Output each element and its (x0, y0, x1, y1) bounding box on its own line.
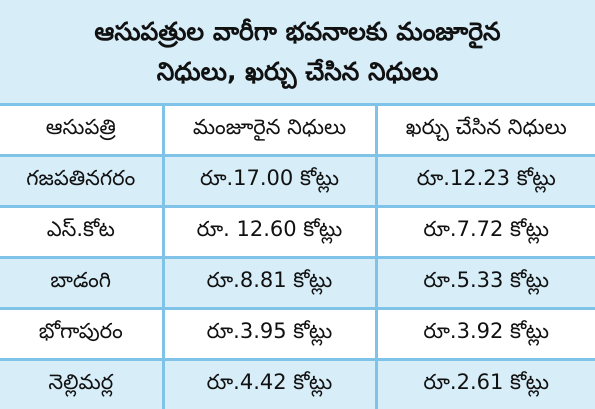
funds-table: ఆసుపత్రి మంజూరైన నిధులు ఖర్చు చేసిన నిధు… (0, 106, 595, 409)
sanctioned-amount: రూ. 12.60 కోట్లు (163, 207, 376, 258)
hospital-name: ఎస్.కోట (0, 207, 163, 258)
table-row: ఎస్.కోట రూ. 12.60 కోట్లు రూ.7.72 కోట్లు (0, 207, 595, 258)
header-sanctioned-funds: మంజూరైన నిధులు (163, 106, 376, 156)
hospital-name: భోగాపురం (0, 309, 163, 360)
table-row: బాడంగి రూ.8.81 కోట్లు రూ.5.33 కోట్లు (0, 258, 595, 309)
title-line-1: ఆసుపత్రుల వారీగా భవనాలకు మంజూరైన (94, 12, 500, 52)
spent-amount: రూ.3.92 కోట్లు (376, 309, 595, 360)
sanctioned-amount: రూ.4.42 కోట్లు (163, 360, 376, 409)
spent-amount: రూ.12.23 కోట్లు (376, 156, 595, 207)
spent-amount: రూ.2.61 కోట్లు (376, 360, 595, 409)
table-row: గజపతినగరం రూ.17.00 కోట్లు రూ.12.23 కోట్ల… (0, 156, 595, 207)
hospital-name: గజపతినగరం (0, 156, 163, 207)
sanctioned-amount: రూ.8.81 కోట్లు (163, 258, 376, 309)
title-line-2: నిధులు, ఖర్చు చేసిన నిధులు (157, 52, 439, 92)
table-row: నెల్లిమర్ల రూ.4.42 కోట్లు రూ.2.61 కోట్లు (0, 360, 595, 409)
spent-amount: రూ.5.33 కోట్లు (376, 258, 595, 309)
sanctioned-amount: రూ.3.95 కోట్లు (163, 309, 376, 360)
funds-infographic: ఆసుపత్రుల వారీగా భవనాలకు మంజూరైన నిధులు,… (0, 0, 595, 400)
hospital-name: బాడంగి (0, 258, 163, 309)
title-block: ఆసుపత్రుల వారీగా భవనాలకు మంజూరైన నిధులు,… (0, 0, 595, 106)
spent-amount: రూ.7.72 కోట్లు (376, 207, 595, 258)
hospital-name: నెల్లిమర్ల (0, 360, 163, 409)
header-hospital: ఆసుపత్రి (0, 106, 163, 156)
sanctioned-amount: రూ.17.00 కోట్లు (163, 156, 376, 207)
table-row: భోగాపురం రూ.3.95 కోట్లు రూ.3.92 కోట్లు (0, 309, 595, 360)
header-spent-funds: ఖర్చు చేసిన నిధులు (376, 106, 595, 156)
table-header-row: ఆసుపత్రి మంజూరైన నిధులు ఖర్చు చేసిన నిధు… (0, 106, 595, 156)
